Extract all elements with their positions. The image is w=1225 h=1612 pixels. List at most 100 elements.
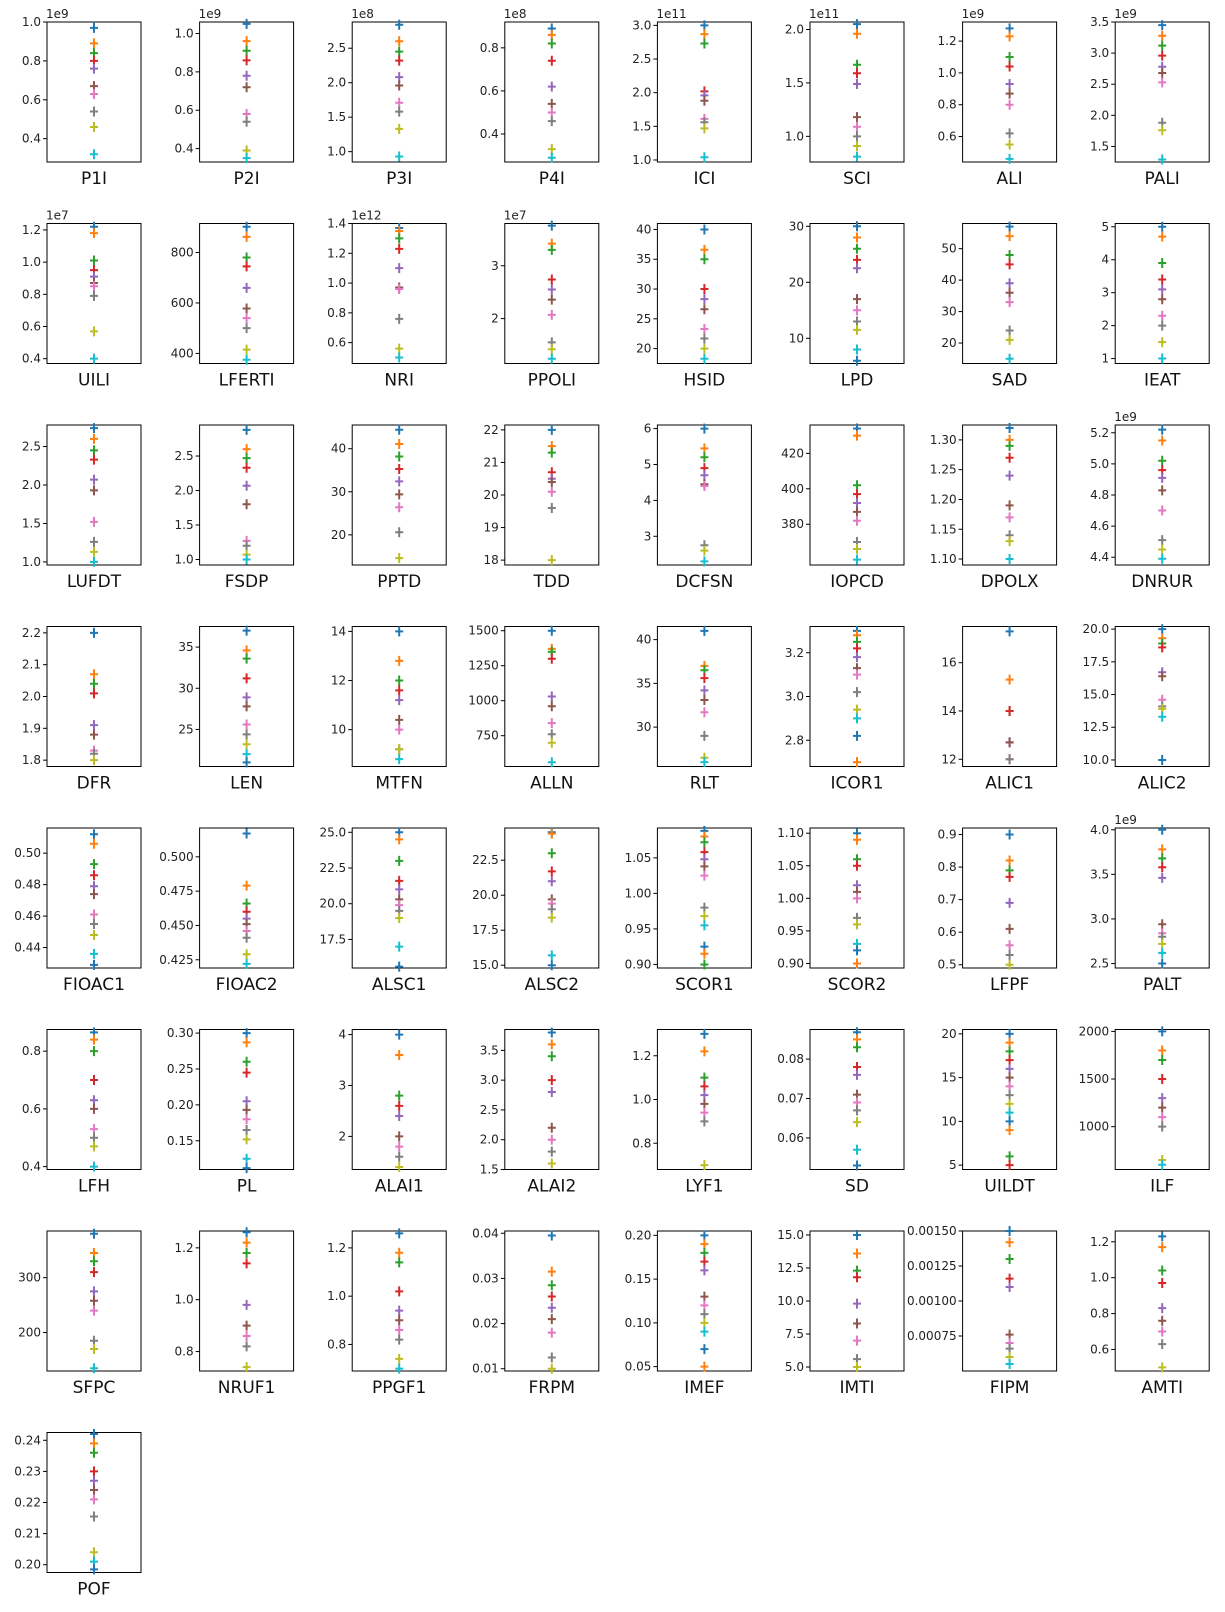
y-tick-label: 0.6 <box>175 103 194 117</box>
y-tick-label: 0.6 <box>22 319 41 333</box>
data-point <box>395 655 404 666</box>
axis-multiplier: 1e9 <box>1114 7 1137 21</box>
x-axis-label: PALT <box>1143 975 1182 995</box>
subplot-nri: 0.6 0.8 1.0 1.2 1.4 1e12 NRI <box>327 209 447 391</box>
data-point <box>90 918 98 929</box>
data-point <box>547 1158 556 1169</box>
data-point <box>1158 485 1167 496</box>
y-tick-label: 4 <box>1102 253 1110 267</box>
y-tick-label: 20 <box>636 342 651 356</box>
data-point <box>395 1324 404 1335</box>
y-tick-label: 0.06 <box>777 1131 804 1145</box>
data-point <box>90 106 98 117</box>
subplot-imef: 0.05 0.10 0.15 0.20 IMEF <box>625 1228 752 1398</box>
data-point <box>395 502 404 513</box>
data-point <box>395 55 404 66</box>
y-tick-label: 3 <box>644 529 652 543</box>
x-axis-label: IEAT <box>1144 371 1181 391</box>
data-point <box>90 1564 98 1575</box>
subplot-p4i: 0.4 0.6 0.8 1e8 P4I <box>480 7 600 189</box>
subplot-sd: 0.06 0.07 0.08 SD <box>777 1027 905 1197</box>
data-point <box>395 1131 404 1142</box>
y-tick-label: 1.2 <box>632 1049 651 1063</box>
data-point <box>547 1280 556 1291</box>
data-point <box>547 1075 556 1086</box>
y-tick-label: 0.23 <box>14 1464 41 1478</box>
data-point <box>1158 1026 1167 1037</box>
y-tick-label: 15.0 <box>472 958 499 972</box>
y-tick-label: 25.0 <box>319 825 346 839</box>
data-point <box>242 1341 251 1352</box>
data-point <box>395 123 404 134</box>
subplot-p1i: 0.4 0.6 0.8 1.0 1e9 P1I <box>22 7 142 189</box>
y-tick-label: 1.0 <box>632 153 651 167</box>
data-point <box>90 1344 98 1355</box>
data-point <box>90 1267 98 1278</box>
data-point <box>700 152 709 163</box>
data-point <box>1158 1326 1167 1337</box>
data-point <box>1005 31 1014 42</box>
y-tick-label: 1.30 <box>930 433 957 447</box>
data-point <box>395 438 404 449</box>
data-point <box>700 757 709 768</box>
y-tick-label: 2.0 <box>327 76 346 90</box>
x-axis-label: PPTD <box>377 572 421 592</box>
y-tick-label: 17.5 <box>319 932 346 946</box>
data-point <box>853 489 861 500</box>
subplot-dcfsn: 3 4 5 6 DCFSN <box>644 422 752 592</box>
data-point <box>1005 554 1014 565</box>
y-tick-label: 3.0 <box>632 18 651 32</box>
y-tick-label: 0.07 <box>777 1092 804 1106</box>
data-point <box>242 757 251 768</box>
data-point <box>1158 862 1167 873</box>
data-point <box>547 757 556 768</box>
y-tick-label: 0.425 <box>159 953 193 967</box>
x-axis-label: FIPM <box>990 1378 1030 1398</box>
y-tick-label: 20 <box>941 336 956 350</box>
data-point <box>853 1318 861 1329</box>
data-point <box>242 1104 251 1115</box>
data-point <box>242 153 251 164</box>
data-point <box>395 626 404 637</box>
y-tick-label: 0.00100 <box>907 1294 957 1308</box>
y-tick-label: 0.4 <box>480 127 499 141</box>
data-point <box>242 1028 251 1039</box>
x-axis-label: HSID <box>684 371 726 391</box>
data-point <box>395 553 404 564</box>
y-tick-label: 0.475 <box>159 884 193 898</box>
y-tick-label: 2.0 <box>1090 108 1109 122</box>
data-point <box>90 1295 98 1306</box>
x-axis-label: ALI <box>997 169 1023 189</box>
data-point <box>700 673 709 684</box>
data-point <box>395 80 404 91</box>
subplot-icor1: 2.8 3.0 3.2 ICOR1 <box>785 625 905 794</box>
x-axis-label: UILDT <box>984 1177 1035 1197</box>
data-point <box>242 554 251 565</box>
data-point <box>395 97 404 108</box>
data-point <box>1158 1121 1167 1132</box>
data-point <box>700 294 709 305</box>
x-axis-label: LPD <box>841 371 874 391</box>
data-point <box>853 344 861 355</box>
x-axis-label: FSDP <box>225 572 269 592</box>
data-point <box>90 556 98 567</box>
data-point <box>547 701 556 712</box>
x-axis-label: P1I <box>81 169 107 189</box>
data-point <box>90 1429 98 1440</box>
data-point <box>853 131 861 142</box>
data-point <box>395 284 404 295</box>
data-point <box>1005 1037 1014 1048</box>
data-point <box>90 909 98 920</box>
data-point <box>853 316 861 327</box>
data-point <box>700 1361 709 1372</box>
data-point <box>90 228 98 239</box>
y-tick-label: 1.0 <box>327 145 346 159</box>
data-point <box>700 323 709 334</box>
y-tick-label: 0.25 <box>167 1062 194 1076</box>
y-tick-label: 10 <box>941 1114 956 1128</box>
data-point <box>547 294 556 305</box>
x-axis-label: FRPM <box>529 1378 576 1398</box>
data-point <box>700 1230 709 1241</box>
y-tick-label: 5 <box>644 457 652 471</box>
data-point <box>1158 919 1167 930</box>
